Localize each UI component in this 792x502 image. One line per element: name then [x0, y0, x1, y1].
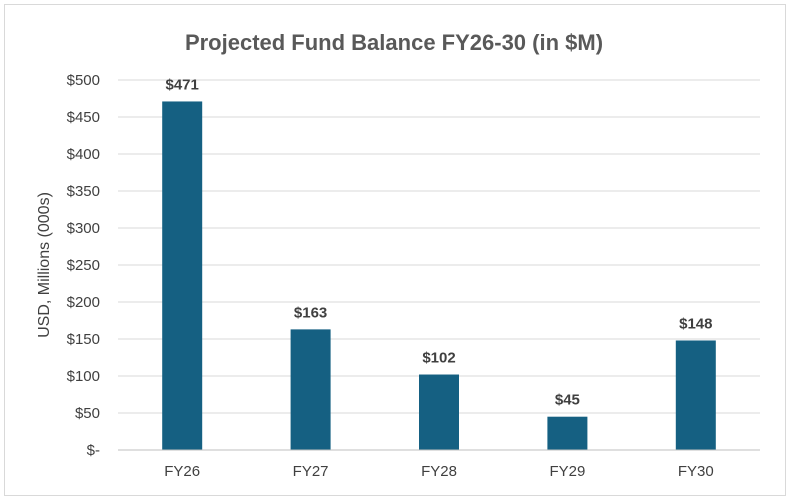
chart-frame	[4, 4, 786, 496]
x-tick-label: FY29	[549, 463, 585, 480]
y-tick-label: $300	[67, 220, 100, 237]
y-tick-label: $350	[67, 183, 100, 200]
y-tick-label: $100	[67, 368, 100, 385]
data-label-fy29: $45	[555, 392, 580, 409]
bars	[162, 101, 716, 451]
bar-fy26	[162, 101, 203, 451]
chart-title: Projected Fund Balance FY26-30 (in $M)	[185, 30, 603, 55]
y-tick-label: $50	[75, 405, 100, 422]
y-tick-label: $-	[87, 442, 100, 459]
data-labels: $471 $163 $102 $45 $148	[166, 76, 713, 408]
data-label-fy26: $471	[166, 76, 199, 93]
bar-fy30	[675, 340, 716, 450]
y-tick-label: $500	[67, 72, 100, 89]
data-label-fy27: $163	[294, 304, 327, 321]
gridlines	[118, 79, 760, 414]
y-tick-label: $250	[67, 257, 100, 274]
bar-fy27	[290, 329, 331, 450]
y-axis-label: USD, Millions (000s)	[36, 192, 53, 338]
bar-fy29	[547, 416, 588, 450]
bar-fy28	[419, 374, 459, 450]
x-tick-label: FY28	[421, 463, 457, 480]
x-tick-label: FY27	[293, 463, 329, 480]
x-tick-label: FY30	[678, 463, 714, 480]
data-label-fy28: $102	[422, 350, 455, 367]
x-axis-categories: FY26 FY27 FY28 FY29 FY30	[164, 463, 713, 480]
y-axis-ticks: $- $50 $100 $150 $200 $250 $300 $350 $400 $450 $50…	[67, 72, 100, 459]
y-tick-label: $200	[67, 294, 100, 311]
data-label-fy30: $148	[679, 315, 712, 332]
x-tick-label: FY26	[164, 463, 200, 480]
y-tick-label: $450	[67, 109, 100, 126]
y-tick-label: $400	[67, 146, 100, 163]
y-tick-label: $150	[67, 331, 100, 348]
